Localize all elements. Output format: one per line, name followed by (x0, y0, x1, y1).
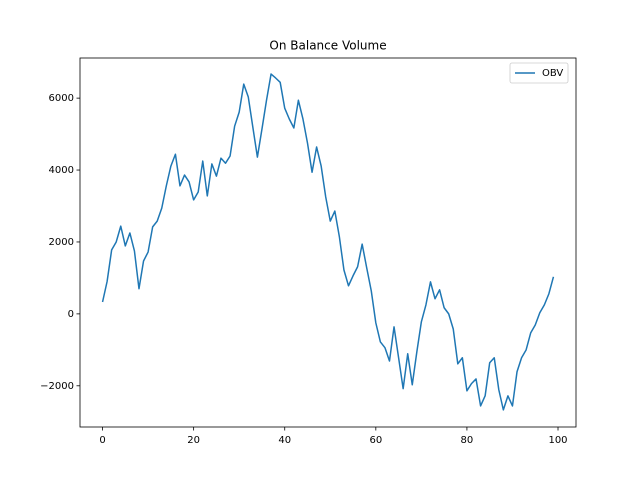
y-tick-label: 6000 (49, 93, 74, 104)
x-tick-label: 100 (548, 435, 567, 446)
y-tick-label: −2000 (40, 381, 74, 392)
x-tick-label: 40 (278, 435, 291, 446)
legend-label: OBV (542, 68, 563, 79)
legend-box (509, 62, 569, 84)
y-tick-label: 4000 (49, 165, 74, 176)
x-tick-label: 60 (369, 435, 382, 446)
x-tick-label: 80 (461, 435, 474, 446)
y-tick-label: 2000 (49, 237, 74, 248)
axes-frame (79, 57, 577, 428)
y-tick-label: 0 (68, 309, 74, 320)
x-tick-label: 20 (187, 435, 200, 446)
x-tick-label: 0 (99, 435, 105, 446)
chart-title: On Balance Volume (269, 39, 386, 53)
line (101, 73, 555, 411)
